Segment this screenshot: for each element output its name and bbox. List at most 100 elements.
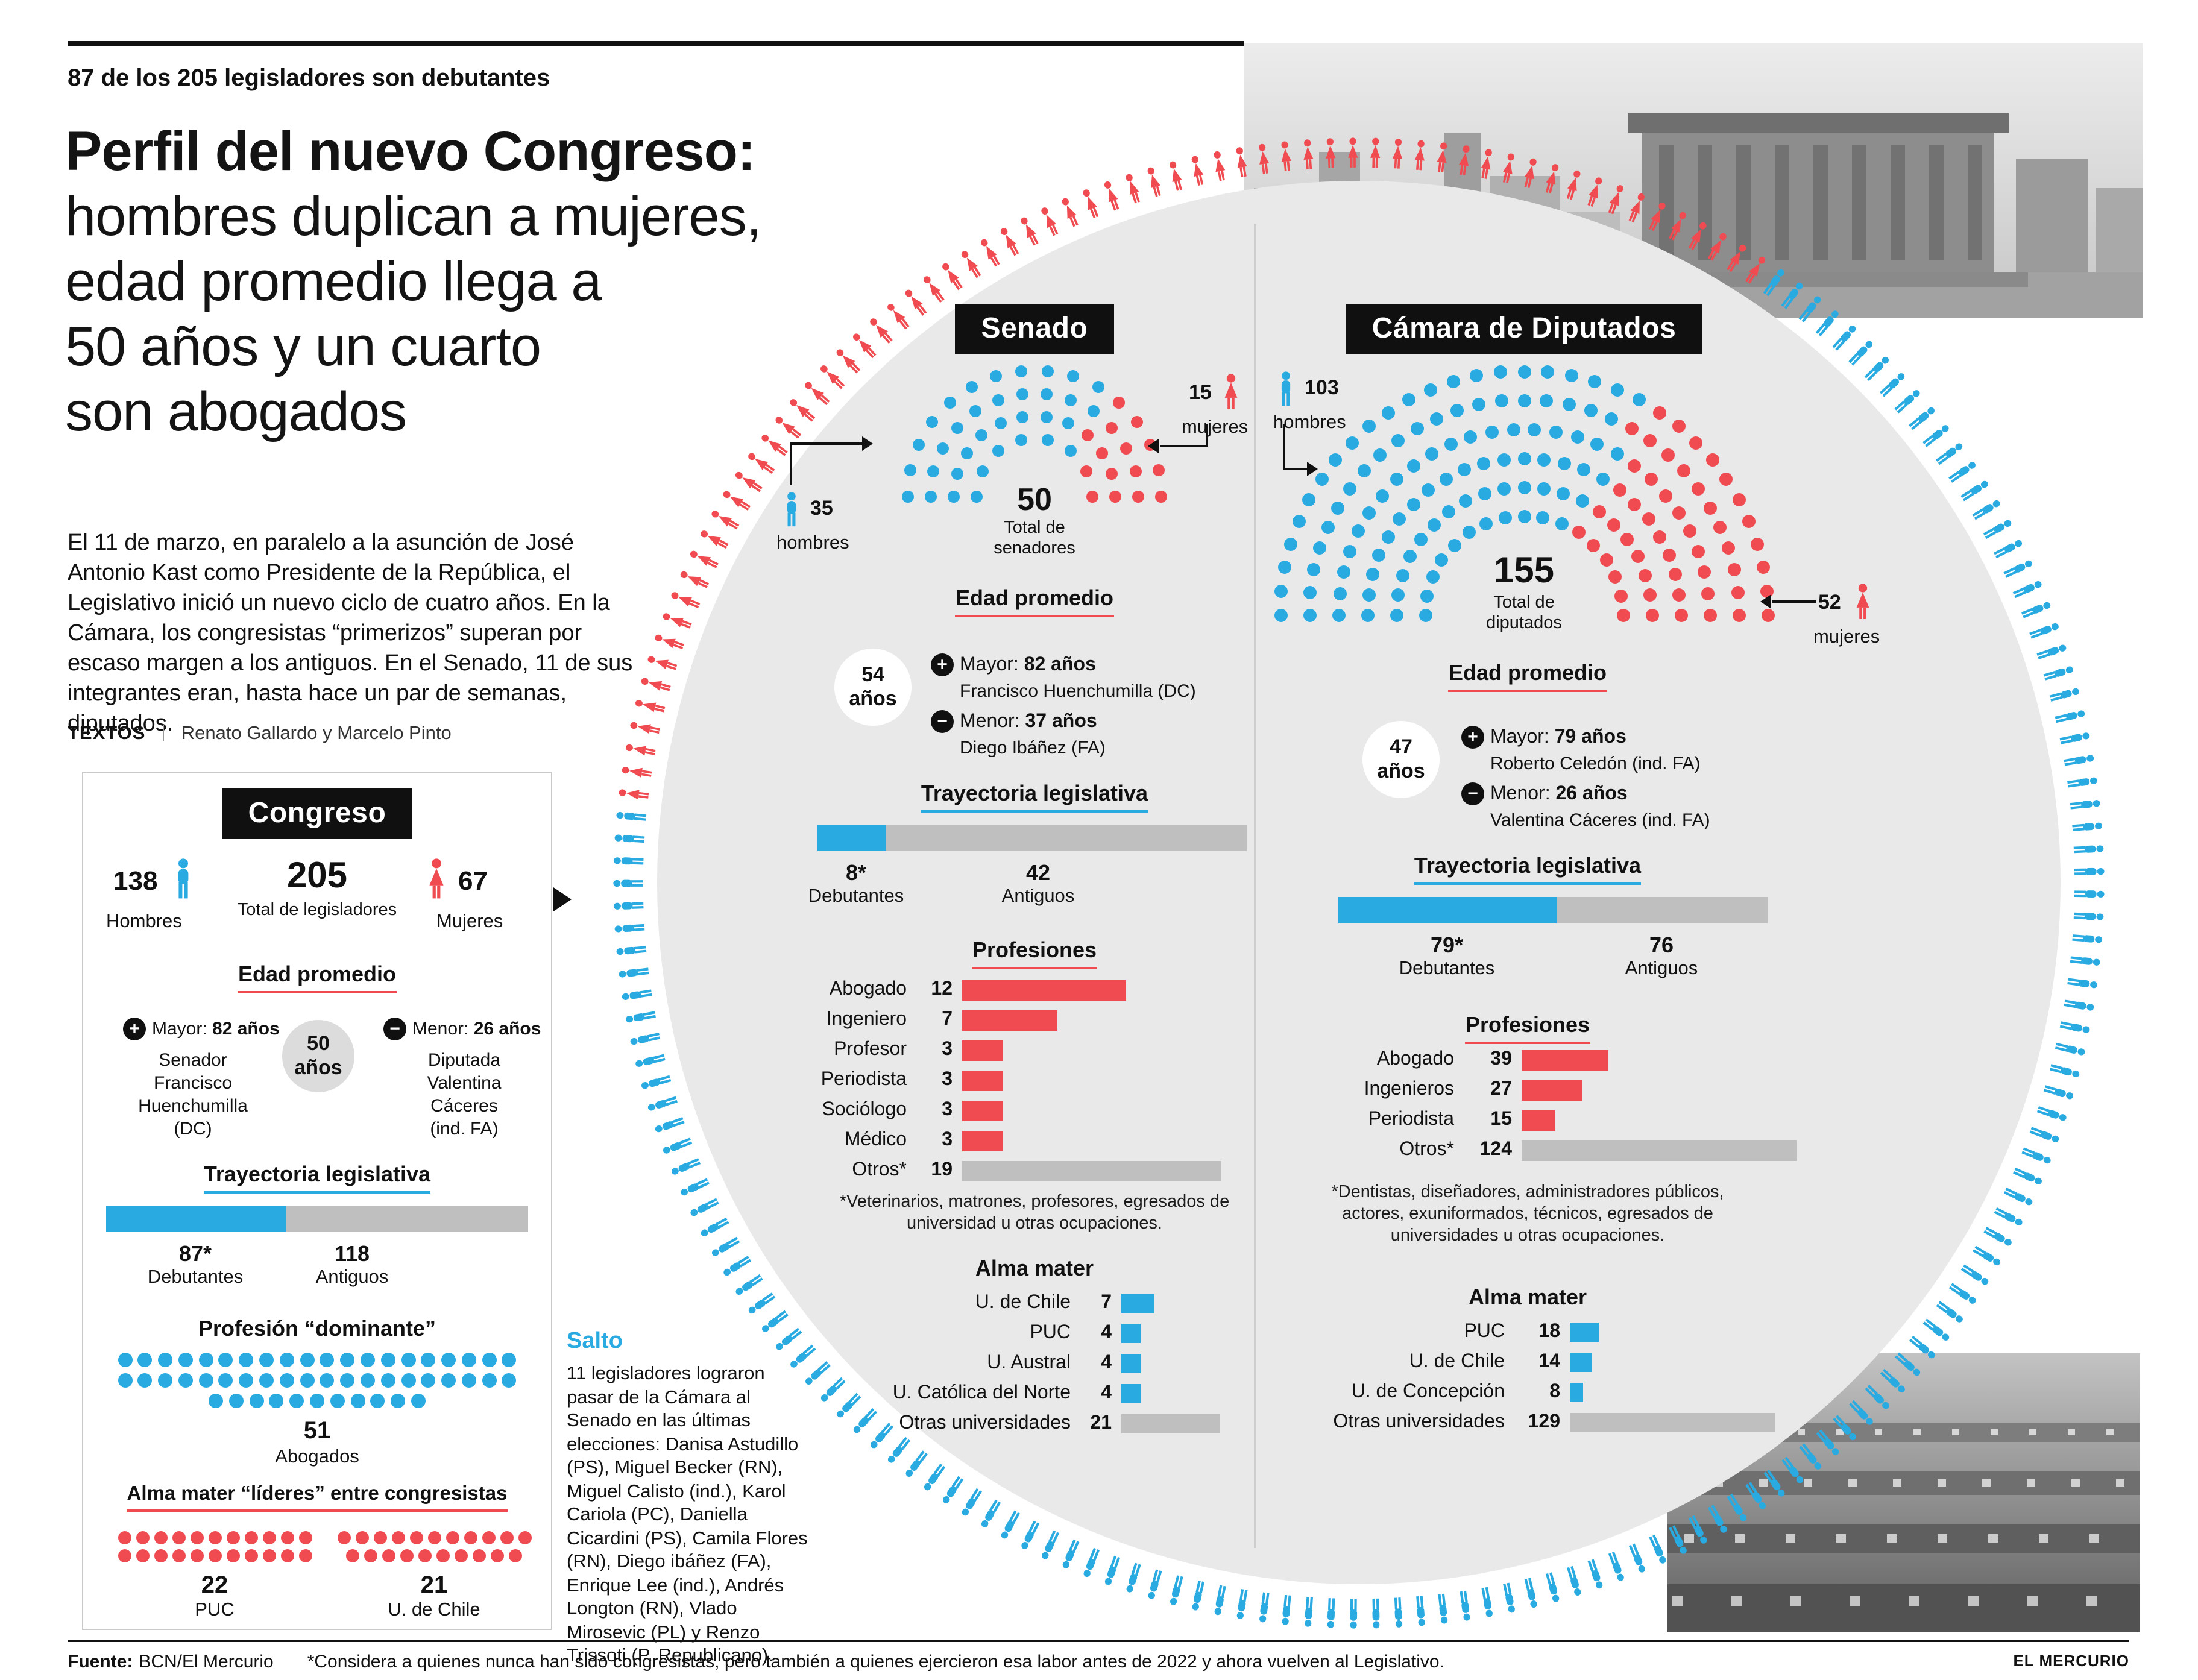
pictogram-dot (262, 1531, 276, 1544)
chart-row-label: U. Austral (987, 1353, 1071, 1373)
male-icon (2072, 863, 2105, 880)
congreso-total-value: 205 (286, 856, 348, 896)
female-icon (1208, 149, 1231, 184)
male-icon (1844, 1394, 1878, 1429)
seat-dot (1497, 482, 1511, 496)
camara-total-value: 155 (1493, 551, 1555, 591)
male-icon (1956, 474, 1992, 506)
pictogram-dot (198, 1373, 213, 1388)
seat-dot (1537, 453, 1551, 467)
chart-row: U. de Concepción 8 (1276, 1382, 1794, 1403)
seat-dot (1373, 448, 1387, 462)
seat-dot (1041, 434, 1054, 447)
male-icon (697, 1211, 734, 1241)
seat-dot (951, 421, 963, 434)
seat-dot (989, 370, 1002, 383)
female-icon (620, 761, 655, 782)
congreso-panel (82, 772, 552, 1630)
male-icon (634, 1048, 669, 1072)
pictogram-dot (500, 1531, 513, 1544)
chart-row: Periodista 3 (772, 1069, 1254, 1091)
chart-row-value: 4 (1101, 1353, 1112, 1373)
camara-total: 155 Total de diputados (1440, 552, 1608, 634)
male-icon (1944, 456, 1980, 488)
male-icon (2061, 993, 2096, 1016)
chart-row-bar (962, 1070, 1003, 1090)
pictogram-dot (198, 1353, 213, 1368)
seat-dot (1120, 442, 1133, 455)
pictogram-dot (391, 1393, 406, 1408)
pictogram-dot (320, 1353, 335, 1368)
intro-paragraph: El 11 de marzo, en paralelo a la asunció… (68, 530, 633, 737)
seat-dot (927, 465, 940, 478)
male-icon (2056, 1015, 2091, 1038)
male-icon (1843, 335, 1877, 370)
chart-row-value: 39 (1490, 1049, 1512, 1069)
male-icon (1623, 1538, 1651, 1575)
seat-dot (1092, 381, 1104, 394)
senado-trayectoria-bar (817, 825, 1247, 851)
footer-note: *Considera a quienes nunca han sido cong… (307, 1652, 1444, 1672)
congreso-edad-title-wrap: Edad promedio (82, 962, 552, 993)
male-icon (1121, 1558, 1147, 1594)
chart-row-bar (1121, 1414, 1220, 1433)
seat-dot (1497, 453, 1511, 467)
brand: EL MERCURIO (2013, 1652, 2129, 1670)
pictogram-dot (239, 1353, 254, 1368)
seat-dot (1015, 365, 1028, 377)
male-icon (620, 983, 655, 1005)
male-icon (2061, 749, 2096, 771)
seat-dot (1361, 608, 1374, 621)
congreso-mayor-desc: Senador Francisco Huenchumilla (DC) (111, 1049, 275, 1140)
chart-row-value: 7 (942, 1009, 953, 1030)
male-icon (2009, 1161, 2045, 1189)
male-icon (2052, 1036, 2087, 1060)
male-icon (2046, 1058, 2082, 1083)
seat-dot (951, 468, 963, 480)
congreso-alma-dots-puc (113, 1529, 316, 1565)
chart-row: Periodista 15 (1300, 1109, 1806, 1131)
senado-hombres-value: 35 (810, 497, 833, 520)
antiguos-value: 42 (1025, 861, 1051, 885)
congreso-alma-title-wrap: Alma mater “líderes” entre congresistas (82, 1483, 552, 1512)
chart-row-bar (1121, 1294, 1154, 1313)
male-icon (1999, 1181, 2036, 1210)
debutantes-label: Debutantes (808, 886, 904, 907)
pictogram-dot (411, 1393, 426, 1408)
seat-dot (1064, 445, 1077, 458)
female-icon (1852, 584, 1874, 622)
seat-dot (1620, 533, 1634, 547)
pictogram-dot (137, 1373, 153, 1388)
bar-debutantes (817, 825, 886, 851)
female-icon (800, 376, 836, 411)
female-icon (1539, 161, 1564, 197)
seat-dot (1672, 588, 1686, 602)
chart-row-bar (962, 980, 1126, 1000)
male-icon (1345, 1596, 1362, 1628)
byline-divider (163, 725, 165, 741)
seat-dot (965, 381, 977, 394)
male-icon (1967, 494, 2004, 525)
female-icon (1220, 374, 1242, 412)
female-icon (1299, 138, 1318, 172)
male-icon (678, 1172, 714, 1201)
title-line: edad promedio llega a (65, 250, 602, 312)
congreso-trayectoria-bar (106, 1206, 528, 1232)
pictogram-dot (473, 1549, 486, 1562)
pictogram-dot (289, 1393, 304, 1408)
camara-hemicycle (1271, 362, 1777, 629)
seat-dot (1464, 430, 1478, 444)
female-icon (719, 485, 756, 516)
chart-row-value: 4 (1101, 1323, 1112, 1343)
seat-dot (1419, 608, 1432, 621)
male-icon (2071, 907, 2104, 925)
pictogram-dot (421, 1373, 436, 1388)
seat-dot (1719, 473, 1733, 486)
chart-row-label: U. de Chile (975, 1292, 1071, 1313)
pictogram-dot (178, 1373, 193, 1388)
chart-row-value: 14 (1538, 1351, 1560, 1372)
senado-header-wrap: Senado (914, 304, 1155, 354)
male-icon (1209, 1581, 1232, 1616)
seat-dot (1016, 388, 1028, 400)
